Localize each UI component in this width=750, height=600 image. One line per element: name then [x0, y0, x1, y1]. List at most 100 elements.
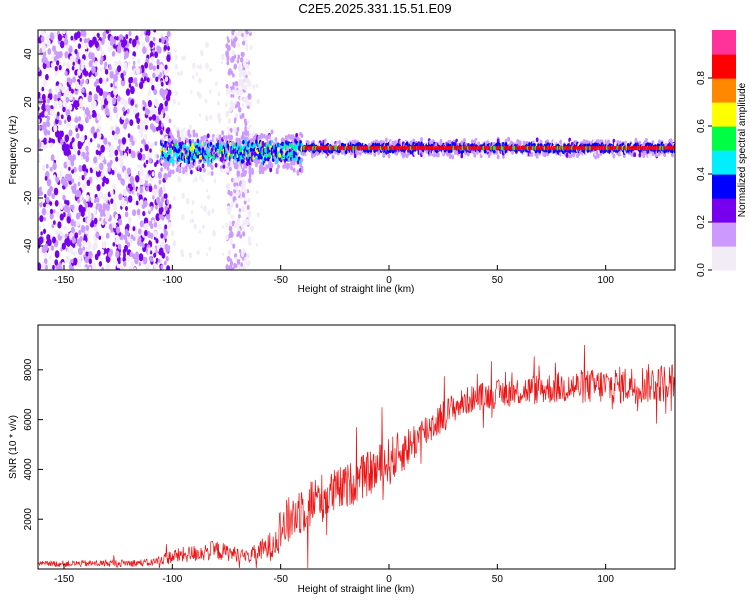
spectral-blob	[275, 159, 279, 165]
spectral-blob	[53, 220, 56, 225]
spectral-blob	[164, 89, 168, 95]
colorbar-cell	[712, 82, 736, 85]
spectral-blob	[248, 169, 252, 175]
x-tick-label: 50	[492, 275, 504, 286]
spectral-blob	[93, 132, 97, 139]
x-tick-label: 50	[492, 574, 504, 585]
spectral-blob	[200, 49, 204, 56]
spectral-blob	[207, 210, 211, 216]
spectral-blob	[123, 55, 127, 60]
spectral-blob	[145, 159, 149, 165]
spectral-blob	[40, 231, 43, 236]
spectral-blob	[66, 216, 71, 224]
spectral-blob	[227, 249, 232, 257]
spectral-blob	[247, 198, 251, 203]
x-tick-label: -50	[273, 275, 288, 286]
spectral-blob	[110, 198, 114, 204]
colorbar-cell	[712, 90, 736, 93]
spectral-blob	[114, 213, 119, 220]
spectral-blob	[41, 262, 46, 269]
spectral-blob	[231, 266, 235, 270]
spectral-blob	[64, 51, 69, 59]
colorbar-cell	[712, 212, 736, 215]
spectral-blob	[127, 183, 131, 189]
spectral-blob	[217, 91, 221, 97]
spectral-blob	[96, 249, 101, 257]
spectral-blob	[246, 77, 250, 83]
spectral-blob	[106, 77, 109, 82]
spectral-blob	[150, 56, 155, 63]
spectral-blob	[160, 206, 164, 213]
spectral-blob	[64, 199, 68, 205]
colorbar-cell	[712, 218, 736, 221]
spectral-blob	[177, 175, 182, 183]
spectral-blob	[244, 131, 248, 136]
spectral-blob	[138, 262, 142, 267]
spectral-blob	[109, 189, 114, 196]
spectral-blob	[409, 140, 413, 146]
spectral-blob	[91, 262, 97, 270]
spectral-blob	[208, 89, 212, 94]
spectral-blob	[42, 62, 47, 70]
spectral-blob	[61, 86, 66, 94]
spectral-blob	[473, 152, 477, 158]
spectral-blob	[235, 32, 239, 38]
spectral-blob	[189, 218, 192, 223]
spectral-blob	[199, 64, 203, 70]
spectral-blob	[63, 119, 67, 124]
spectral-blob	[158, 201, 164, 209]
spectral-blob	[81, 183, 86, 191]
spectral-blob	[57, 264, 63, 270]
spectral-blob	[109, 115, 113, 122]
spectral-blob	[68, 86, 72, 92]
spectral-blob	[83, 37, 88, 44]
spectral-blob	[49, 108, 55, 117]
spectral-blob	[156, 59, 160, 65]
spectral-blob	[171, 169, 175, 175]
spectral-blob	[212, 229, 216, 237]
spectral-blob	[80, 209, 85, 218]
spectral-blob	[77, 59, 81, 64]
spectral-blob	[190, 89, 193, 95]
x-tick-label: -150	[54, 275, 74, 286]
spectral-blob	[88, 60, 93, 68]
spectral-blob	[290, 161, 293, 166]
spectral-blob	[177, 133, 180, 139]
colorbar-cell	[712, 238, 736, 241]
spectral-blob	[671, 152, 674, 158]
spectral-blob	[300, 165, 304, 171]
colorbar-cell	[712, 262, 736, 265]
spectral-blob	[56, 210, 60, 218]
spectral-blob	[78, 176, 81, 181]
spectral-blob	[123, 111, 126, 116]
spectral-blob	[177, 164, 180, 170]
spectral-blob	[394, 140, 397, 145]
spectral-blob	[552, 139, 556, 145]
spectral-blob	[201, 178, 204, 183]
spectral-blob	[242, 60, 247, 67]
colorbar-cell	[712, 124, 736, 127]
spectral-blob	[300, 133, 304, 138]
colorbar-cell	[712, 216, 736, 219]
colorbar-cell	[712, 104, 736, 107]
colorbar-cell	[712, 102, 736, 105]
spectral-blob	[95, 231, 100, 239]
spectral-blob	[42, 202, 47, 208]
y-tick-label: -20	[23, 190, 34, 205]
spectral-blob	[66, 119, 72, 128]
spectral-blob	[230, 135, 234, 140]
spectral-blob	[235, 263, 238, 268]
colorbar-cell	[712, 240, 736, 243]
spectral-blob	[149, 40, 154, 48]
spectral-blob	[128, 148, 132, 154]
spectral-blob	[119, 265, 124, 270]
spectral-blob	[176, 71, 180, 77]
y-tick-label: 2000	[23, 508, 34, 531]
spectral-blob	[105, 177, 110, 185]
spectral-blob	[96, 184, 101, 192]
spectral-blob	[152, 65, 156, 72]
colorbar-tick-label: 0.2	[696, 215, 707, 229]
colorbar-tick-label: 0.8	[696, 71, 707, 85]
spectral-blob	[231, 89, 235, 95]
spectral-blob	[52, 209, 56, 214]
